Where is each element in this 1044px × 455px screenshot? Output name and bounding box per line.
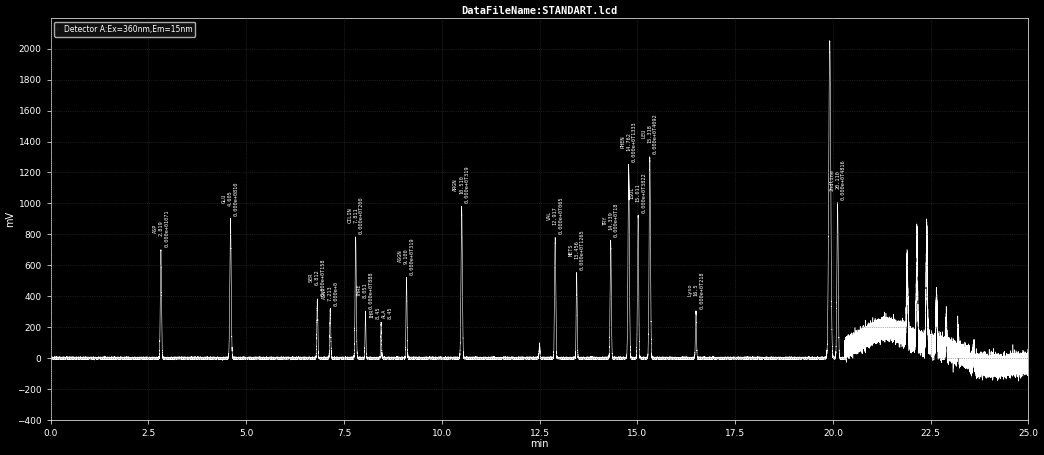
Legend: Detector A:Ex=360nm,Em=15nm: Detector A:Ex=360nm,Em=15nm <box>54 21 195 37</box>
Text: IHR
8.45
ALA
8.45: IHR 8.45 ALA 8.45 <box>370 307 393 319</box>
X-axis label: min: min <box>530 440 549 450</box>
Text: METS
13.456
0.000e+0T1265: METS 13.456 0.000e+0T1265 <box>568 229 585 270</box>
Text: 2ndline
20.110
0.000e+0T4816: 2ndline 20.110 0.000e+0T4816 <box>829 160 846 200</box>
Title: DataFileName:STANDART.lcd: DataFileName:STANDART.lcd <box>461 5 618 15</box>
Text: VAL
12.917
0.000e+0T065: VAL 12.917 0.000e+0T065 <box>547 197 564 234</box>
Text: ASNT
7.213
0.000e+0: ASNT 7.213 0.000e+0 <box>322 281 338 305</box>
Text: LEU
15.318
0.000e+0T4092: LEU 15.318 0.000e+0T4092 <box>641 113 658 154</box>
Text: TRY
14.339
0.000e+0T18: TRY 14.339 0.000e+0T18 <box>602 203 619 238</box>
Text: PHEN
14.762
0.000e+0T1333: PHEN 14.762 0.000e+0T1333 <box>620 121 637 162</box>
Text: ARGN
10.510
0.000e+0T319: ARGN 10.510 0.000e+0T319 <box>453 166 470 203</box>
Text: ASP
2.819
0.000e+01071: ASP 2.819 0.000e+01071 <box>152 209 169 247</box>
Text: SER
6.812
0.000e+0T158: SER 6.812 0.000e+0T158 <box>309 259 326 296</box>
Text: THRE
8.051
0.000e+0T888: THRE 8.051 0.000e+0T888 <box>357 271 374 308</box>
Text: CILIN
7.811
0.000e+0T200: CILIN 7.811 0.000e+0T200 <box>348 197 364 234</box>
Y-axis label: mV: mV <box>5 211 16 227</box>
Text: GLU
4.605
0.000e+0810: GLU 4.605 0.000e+0810 <box>222 182 239 216</box>
Text: ASGN
9.100
0.000e+0T319: ASGN 9.100 0.000e+0T319 <box>398 237 414 274</box>
Text: Lyso
16.5
0.000e+0T218: Lyso 16.5 0.000e+0T218 <box>688 271 705 308</box>
Text: ISOL
15.011
0.000e+0T3822: ISOL 15.011 0.000e+0T3822 <box>630 172 646 212</box>
